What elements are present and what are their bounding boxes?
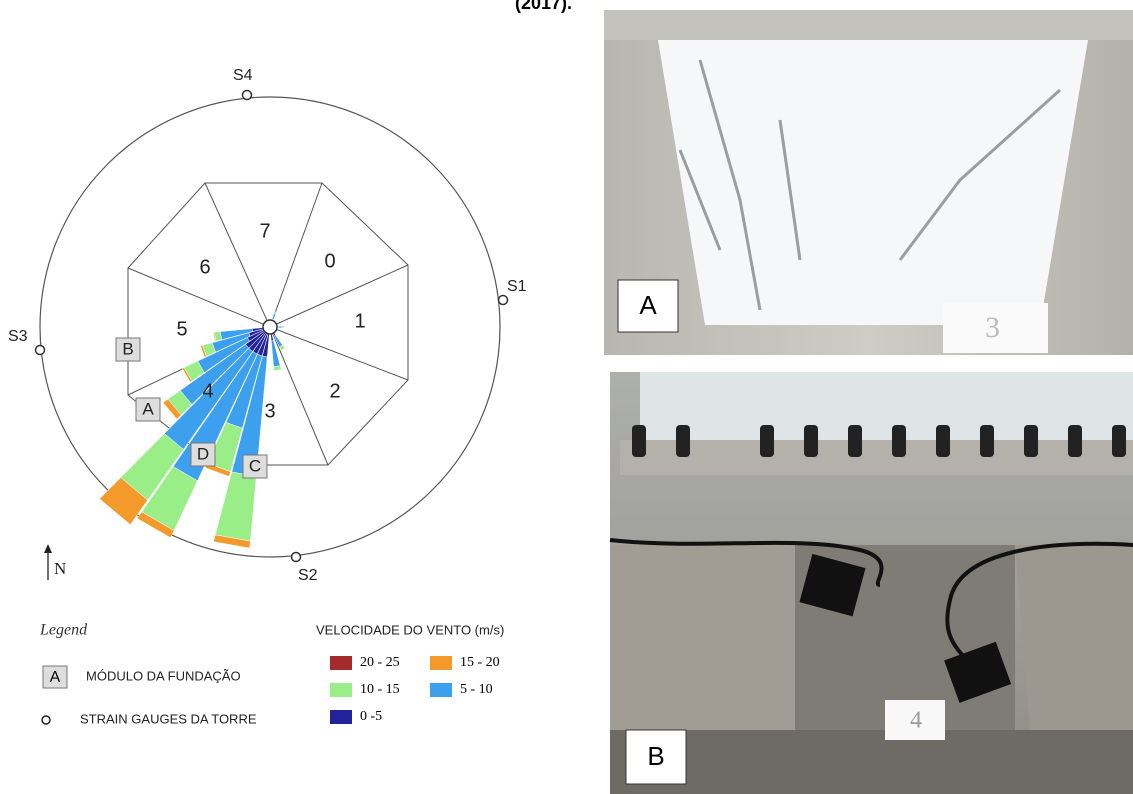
sector-label: 6	[199, 256, 210, 278]
photo-tag: 3	[985, 311, 1000, 344]
petal	[212, 331, 217, 342]
petal	[273, 311, 278, 315]
bolt	[848, 425, 862, 457]
bolt	[760, 425, 774, 457]
bolt	[1068, 425, 1082, 457]
module-label: D	[197, 444, 209, 463]
module-label: B	[122, 339, 133, 358]
station-label: S3	[8, 328, 28, 345]
photo-b: 4 B	[609, 372, 1133, 794]
legend-label: 5 - 10	[460, 682, 493, 697]
spoke	[269, 182, 323, 328]
bolt	[632, 425, 646, 457]
bolt	[892, 425, 906, 457]
legend-key: A	[50, 669, 61, 686]
legend-label: STRAIN GAUGES DA TORRE	[80, 711, 257, 726]
center	[262, 319, 278, 335]
spoke	[204, 182, 271, 328]
legend-label: 20 - 25	[360, 655, 400, 670]
petal	[213, 534, 251, 549]
petal	[281, 325, 285, 329]
petal	[273, 365, 282, 372]
petal	[200, 345, 207, 358]
bolt	[1024, 425, 1038, 457]
sector-label: 0	[324, 250, 335, 272]
legend-label: MÓDULO DA FUNDAÇÃO	[86, 668, 241, 683]
module-label: A	[142, 399, 154, 418]
sector-label: 7	[259, 220, 270, 242]
legend-label: 0 -5	[360, 709, 382, 724]
bolt	[676, 425, 690, 457]
petal	[214, 471, 257, 542]
legend-title: VELOCIDADE DO VENTO (m/s)	[316, 622, 504, 637]
sector-label: 3	[264, 400, 275, 422]
petal	[99, 477, 148, 525]
sector-label: 5	[176, 318, 187, 340]
bolt	[1112, 425, 1126, 457]
spoke	[269, 264, 409, 328]
bolt	[980, 425, 994, 457]
module-label: C	[249, 456, 261, 475]
sector-label: 2	[329, 380, 340, 402]
photo-label: A	[639, 290, 657, 320]
bolt	[804, 425, 818, 457]
legend-label: 10 - 15	[360, 682, 400, 697]
petal	[279, 344, 286, 351]
spoke	[269, 326, 329, 466]
station-label: S2	[298, 567, 318, 584]
legend-title: Legend	[39, 622, 88, 639]
ring	[39, 96, 501, 558]
spoke	[269, 326, 409, 381]
wind-rose	[39, 96, 501, 558]
petal	[181, 367, 193, 383]
spoke	[127, 267, 271, 328]
station-label: S4	[233, 67, 253, 84]
petal	[162, 398, 182, 420]
sector-label: 1	[354, 310, 365, 332]
photo-label: B	[647, 741, 664, 771]
photo-tag: 4	[910, 708, 922, 734]
north-label: N	[54, 559, 66, 578]
bolt	[936, 425, 950, 457]
petal	[136, 511, 175, 539]
caption: (2017).	[515, 0, 572, 13]
sector-label: 4	[202, 380, 213, 402]
legend-label: 15 - 20	[460, 655, 500, 670]
petal	[277, 325, 283, 329]
station-label: S1	[507, 278, 527, 295]
photo-a: 3 A	[604, 10, 1133, 355]
